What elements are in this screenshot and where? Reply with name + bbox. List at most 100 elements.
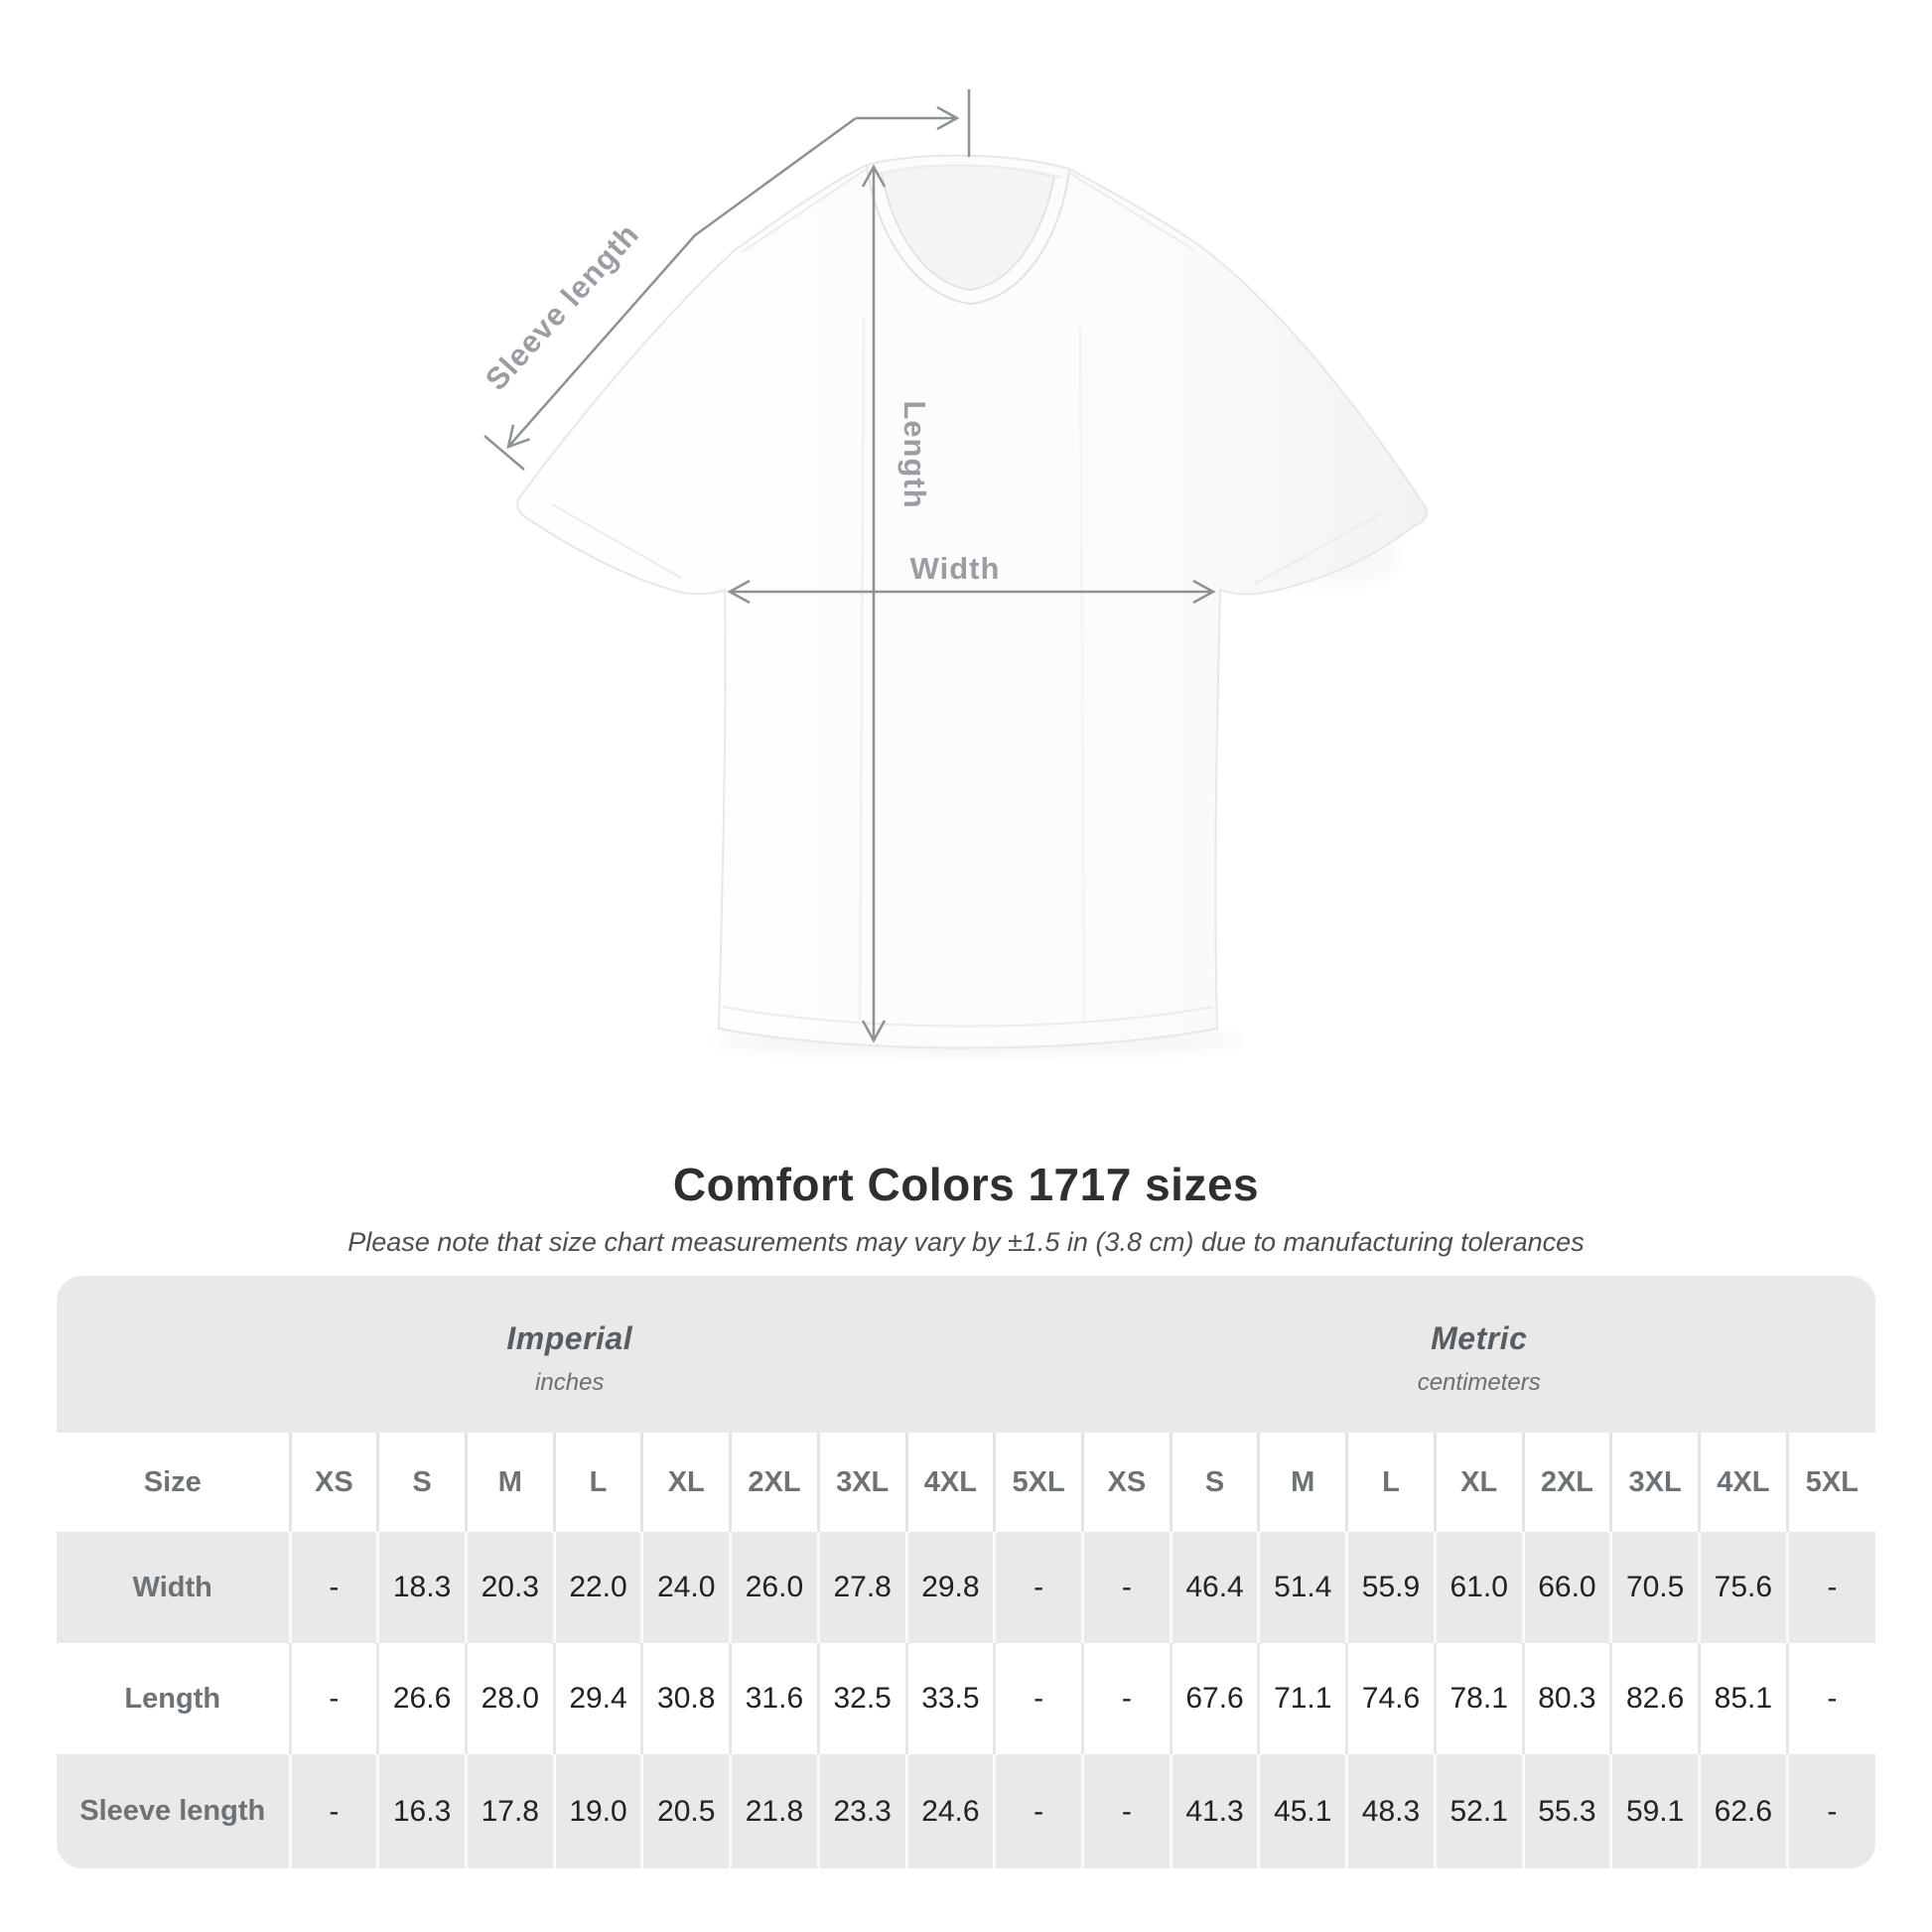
- metric-header-cell: Metric centimeters: [1082, 1276, 1875, 1433]
- value-cell: 24.6: [904, 1754, 995, 1868]
- size-corner-label: Size: [57, 1433, 290, 1532]
- value-cell: -: [1785, 1532, 1875, 1643]
- row-label: Sleeve length: [57, 1754, 290, 1868]
- value-cell: 24.0: [640, 1532, 731, 1643]
- size-col-header: L: [552, 1433, 642, 1532]
- unit-header-row: Imperial inches Metric centimeters: [57, 1276, 1875, 1433]
- size-col-header: M: [464, 1433, 555, 1532]
- measurement-arrows: [483, 89, 1216, 1043]
- value-cell: 71.1: [1257, 1643, 1347, 1754]
- tshirt-measurement-diagram: Sleeve length Length Width: [479, 89, 1428, 1055]
- imperial-subtitle: inches: [535, 1368, 605, 1396]
- size-col-header: 5XL: [1785, 1433, 1875, 1532]
- sleeve-length-arrow-diagonal: [506, 116, 857, 449]
- value-cell: 20.3: [464, 1532, 555, 1643]
- size-col-header: S: [1169, 1433, 1259, 1532]
- value-cell: 29.8: [904, 1532, 995, 1643]
- value-cell: 78.1: [1433, 1643, 1524, 1754]
- value-cell: 55.3: [1521, 1754, 1611, 1868]
- value-cell: -: [1785, 1754, 1875, 1868]
- value-cell: 31.6: [729, 1643, 819, 1754]
- value-cell: 75.6: [1698, 1532, 1788, 1643]
- size-col-header: 3XL: [816, 1433, 907, 1532]
- collar-top-seam: [873, 165, 1063, 179]
- page-subtitle: Please note that size chart measurements…: [347, 1227, 1585, 1257]
- value-cell: 27.8: [816, 1532, 907, 1643]
- table-row-sleeve-length: Sleeve length - 16.3 17.8 19.0 20.5 21.8…: [57, 1754, 1875, 1868]
- value-cell: 55.9: [1345, 1532, 1436, 1643]
- row-label: Width: [57, 1532, 290, 1643]
- metric-subtitle: centimeters: [1417, 1368, 1541, 1396]
- value-cell: 30.8: [640, 1643, 731, 1754]
- value-cell: -: [288, 1643, 378, 1754]
- table-row-length: Length - 26.6 28.0 29.4 30.8 31.6 32.5 3…: [57, 1643, 1875, 1754]
- value-cell: 28.0: [464, 1643, 555, 1754]
- value-cell: 26.0: [729, 1532, 819, 1643]
- value-cell: 61.0: [1433, 1532, 1524, 1643]
- value-cell: 41.3: [1169, 1754, 1259, 1868]
- value-cell: 17.8: [464, 1754, 555, 1868]
- size-col-header: S: [376, 1433, 467, 1532]
- sleeve-length-cuff-tick: [483, 435, 525, 471]
- value-cell: 29.4: [552, 1643, 642, 1754]
- value-cell: -: [288, 1532, 378, 1643]
- table-row-width: Width - 18.3 20.3 22.0 24.0 26.0 27.8 29…: [57, 1532, 1875, 1643]
- size-col-header: 2XL: [729, 1433, 819, 1532]
- fabric-creases: [858, 317, 1086, 1022]
- value-cell: -: [993, 1754, 1083, 1868]
- value-cell: 18.3: [376, 1532, 467, 1643]
- value-cell: 22.0: [552, 1532, 642, 1643]
- size-col-header: XL: [640, 1433, 731, 1532]
- value-cell: 20.5: [640, 1754, 731, 1868]
- size-table: Imperial inches Metric centimeters Size …: [57, 1276, 1875, 1868]
- value-cell: -: [993, 1643, 1083, 1754]
- value-cell: 16.3: [376, 1754, 467, 1868]
- size-col-header: XS: [288, 1433, 378, 1532]
- value-cell: 26.6: [376, 1643, 467, 1754]
- tshirt-body: [516, 154, 1428, 1049]
- value-cell: 32.5: [816, 1643, 907, 1754]
- page-title: Comfort Colors 1717 sizes: [672, 1159, 1260, 1210]
- value-cell: -: [1080, 1643, 1172, 1754]
- value-cell: 51.4: [1257, 1532, 1347, 1643]
- value-cell: -: [288, 1754, 378, 1868]
- value-cell: 23.3: [816, 1754, 907, 1868]
- metric-title: Metric: [1431, 1319, 1528, 1356]
- size-col-header: 4XL: [1698, 1433, 1788, 1532]
- size-header-row: Size XS S M L XL 2XL 3XL 4XL 5XL XS S M …: [57, 1433, 1875, 1532]
- value-cell: -: [1080, 1532, 1172, 1643]
- size-col-header: XS: [1080, 1433, 1172, 1532]
- row-label: Length: [57, 1643, 290, 1754]
- size-col-header: 5XL: [993, 1433, 1083, 1532]
- size-table-container: Imperial inches Metric centimeters Size …: [57, 1276, 1875, 1868]
- value-cell: 70.5: [1609, 1532, 1700, 1643]
- value-cell: -: [1080, 1754, 1172, 1868]
- tshirt-illustration: [516, 154, 1428, 1049]
- value-cell: 82.6: [1609, 1643, 1700, 1754]
- value-cell: 66.0: [1521, 1532, 1611, 1643]
- value-cell: 85.1: [1698, 1643, 1788, 1754]
- size-col-header: L: [1345, 1433, 1436, 1532]
- width-label: Width: [910, 551, 1001, 586]
- imperial-title: Imperial: [506, 1319, 633, 1356]
- size-col-header: 4XL: [904, 1433, 995, 1532]
- size-col-header: 2XL: [1521, 1433, 1611, 1532]
- value-cell: 46.4: [1169, 1532, 1259, 1643]
- imperial-header-cell: Imperial inches: [57, 1276, 1082, 1433]
- size-col-header: 3XL: [1609, 1433, 1700, 1532]
- value-cell: -: [1785, 1643, 1875, 1754]
- value-cell: 19.0: [552, 1754, 642, 1868]
- value-cell: 74.6: [1345, 1643, 1436, 1754]
- value-cell: 33.5: [904, 1643, 995, 1754]
- value-cell: 52.1: [1433, 1754, 1524, 1868]
- value-cell: 48.3: [1345, 1754, 1436, 1868]
- size-col-header: XL: [1433, 1433, 1524, 1532]
- collar-band-outer: [866, 164, 1070, 306]
- shirt-seams: [551, 168, 1385, 1028]
- value-cell: -: [993, 1532, 1083, 1643]
- value-cell: 80.3: [1521, 1643, 1611, 1754]
- value-cell: 45.1: [1257, 1754, 1347, 1868]
- value-cell: 21.8: [729, 1754, 819, 1868]
- length-label: Length: [897, 400, 932, 508]
